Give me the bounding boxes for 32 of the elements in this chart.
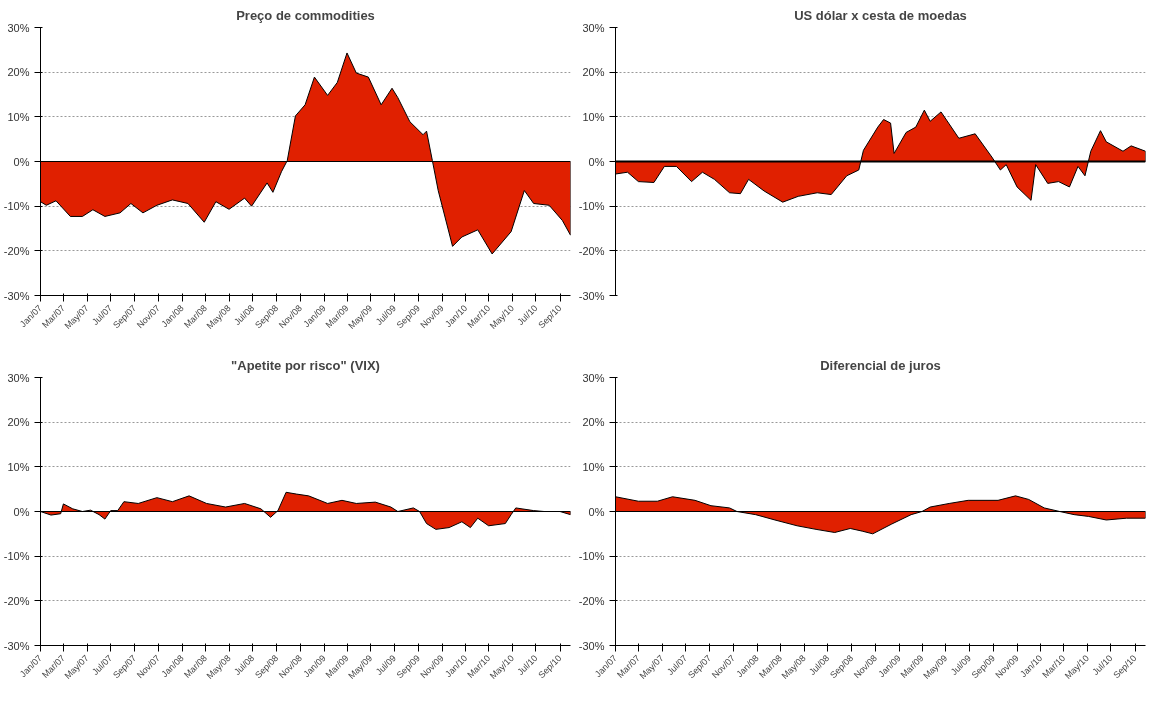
y-tick-label: -20% bbox=[578, 594, 605, 607]
chart-title: Diferencial de juros bbox=[820, 357, 941, 373]
y-tick-label: -20% bbox=[578, 244, 605, 257]
y-tick-label: -10% bbox=[578, 550, 605, 563]
y-tick-label: -30% bbox=[578, 289, 605, 302]
chart-title: "Apetite por risco" (VIX) bbox=[231, 357, 380, 373]
y-tick-label: 0% bbox=[588, 505, 605, 518]
y-tick-label: 10% bbox=[7, 460, 30, 473]
y-tick-label: 0% bbox=[13, 505, 30, 518]
y-tick-label: 10% bbox=[582, 110, 605, 123]
y-tick-label: 20% bbox=[7, 416, 30, 429]
y-tick-label: -20% bbox=[3, 244, 30, 257]
y-tick-label: 30% bbox=[582, 21, 605, 34]
y-tick-label: -10% bbox=[3, 200, 30, 213]
y-tick-label: 0% bbox=[13, 155, 30, 168]
chart-title: US dólar x cesta de moedas bbox=[794, 7, 967, 23]
y-tick-label: 30% bbox=[582, 371, 605, 384]
y-tick-label: 30% bbox=[7, 371, 30, 384]
y-tick-label: -10% bbox=[578, 200, 605, 213]
y-tick-label: -20% bbox=[3, 594, 30, 607]
y-tick-label: -30% bbox=[3, 639, 30, 652]
chart-title: Preço de commodities bbox=[236, 7, 375, 23]
y-tick-label: -30% bbox=[578, 639, 605, 652]
y-tick-label: 20% bbox=[582, 416, 605, 429]
y-tick-label: 20% bbox=[582, 66, 605, 79]
y-tick-label: -10% bbox=[3, 550, 30, 563]
y-tick-label: -30% bbox=[3, 289, 30, 302]
y-tick-label: 0% bbox=[588, 155, 605, 168]
y-tick-label: 10% bbox=[582, 460, 605, 473]
y-tick-label: 30% bbox=[7, 21, 30, 34]
y-tick-label: 20% bbox=[7, 66, 30, 79]
y-tick-label: 10% bbox=[7, 110, 30, 123]
